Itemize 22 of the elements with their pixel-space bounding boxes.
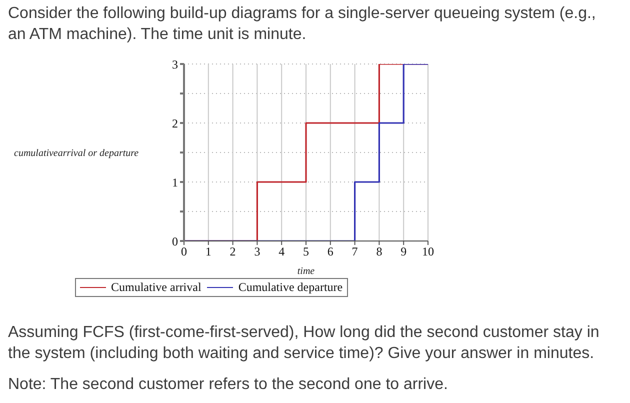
x-tick-label: 2 xyxy=(230,244,236,259)
x-tick-label: 1 xyxy=(205,244,212,259)
text: Assuming FCFS (first-come-first-served), How long did the second customer stay in the system (including both waiting and service time)? Give your answer in minutes. xyxy=(8,323,600,364)
y-tick-label: 0 xyxy=(172,234,178,248)
x-tick-label: 8 xyxy=(376,244,382,259)
x-tick-label: 3 xyxy=(254,244,260,259)
text: Note: The second customer refers to the second one to arrive. xyxy=(8,375,449,395)
x-tick-label: 4 xyxy=(278,244,285,259)
legend-label: Cumulative arrival xyxy=(111,280,202,295)
x-tick-label: 6 xyxy=(327,244,334,259)
x-tick-label: 0 xyxy=(181,244,187,259)
x-tick-label: 7 xyxy=(352,244,358,259)
x-tick-label: 10 xyxy=(422,244,434,259)
x-tick-label: 9 xyxy=(400,244,407,259)
y-tick-label: 2 xyxy=(172,116,178,130)
y-tick-label: 3 xyxy=(172,57,178,72)
legend-label: Cumulative departure xyxy=(238,280,343,295)
x-axis-title: time xyxy=(297,266,316,277)
x-tick-label: 5 xyxy=(303,244,309,259)
y-axis-title: cumulativearrival or departure xyxy=(14,148,139,159)
chart-title: Consider the following build-up diagrams for a single-server queueing system (e.g., an ATM machine). The time unit is minute. xyxy=(8,4,597,45)
y-tick-label: 1 xyxy=(172,175,178,190)
